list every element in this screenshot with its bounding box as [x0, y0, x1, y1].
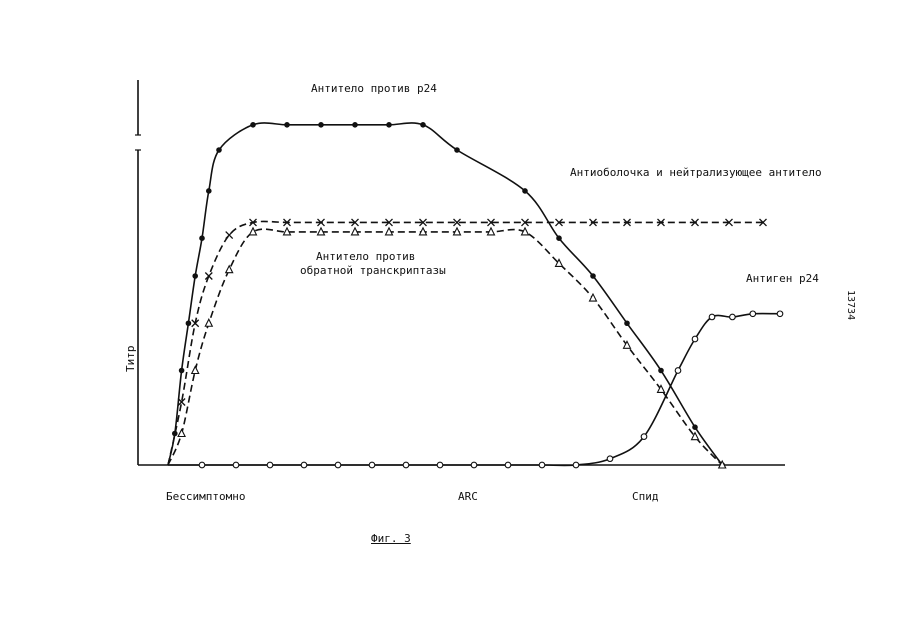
data-point-s3-19 [750, 311, 756, 317]
data-point-s0-12 [386, 122, 392, 128]
data-point-s3-5 [335, 462, 341, 468]
data-point-s3-13 [607, 456, 613, 462]
data-point-s2-5 [250, 228, 257, 235]
data-point-s0-9 [284, 122, 290, 128]
data-point-s3-8 [437, 462, 443, 468]
data-point-s0-14 [454, 147, 460, 153]
label-anti-p24: Антитело против р24 [311, 82, 437, 95]
y-axis-label: Титр [124, 346, 137, 373]
data-point-s0-8 [250, 122, 256, 128]
data-point-s3-18 [730, 314, 736, 320]
data-point-s3-11 [539, 462, 545, 468]
stage-label-aids: Спид [632, 490, 659, 503]
document-number: 13734 [845, 290, 856, 320]
data-point-s3-20 [777, 311, 783, 317]
data-point-s0-4 [192, 273, 198, 279]
data-point-s0-15 [522, 188, 528, 194]
series-line-3 [168, 314, 780, 466]
data-point-s2-15 [590, 294, 597, 301]
data-point-s3-9 [471, 462, 477, 468]
stage-label-asymptomatic: Бессимптомно [166, 490, 245, 503]
data-point-s0-13 [420, 122, 426, 128]
data-point-s0-17 [590, 273, 596, 279]
stage-label-arc: ARC [458, 490, 478, 503]
data-point-s0-6 [206, 188, 212, 194]
data-point-s3-6 [369, 462, 375, 468]
label-env-antibody: Антиоболочка и нейтрализующее антитело [570, 166, 822, 179]
data-point-s0-10 [318, 122, 324, 128]
data-point-s0-11 [352, 122, 358, 128]
data-point-s3-7 [403, 462, 409, 468]
figure-caption: Фиг. 3 [371, 532, 411, 545]
data-point-s0-20 [692, 424, 698, 430]
data-point-s0-7 [216, 147, 222, 153]
data-point-s3-15 [675, 368, 681, 374]
data-point-s3-1 [199, 462, 205, 468]
label-rt-line1: Антитело против [316, 250, 415, 263]
data-point-s3-12 [573, 462, 579, 468]
data-point-s2-1 [178, 430, 185, 437]
data-point-s2-3 [205, 319, 212, 326]
data-point-s0-1 [172, 431, 178, 437]
data-point-s3-4 [301, 462, 307, 468]
data-point-s0-5 [199, 235, 205, 241]
data-point-s0-2 [179, 368, 185, 374]
data-point-s3-10 [505, 462, 511, 468]
data-point-s1-4 [226, 232, 233, 239]
data-point-s2-4 [226, 266, 233, 273]
data-point-s3-16 [692, 336, 698, 342]
data-point-s0-16 [556, 235, 562, 241]
data-point-s3-2 [233, 462, 239, 468]
data-point-s0-18 [624, 320, 630, 326]
data-point-s2-2 [192, 367, 199, 374]
series-line-1 [168, 221, 763, 465]
data-point-s3-3 [267, 462, 273, 468]
data-point-s3-17 [709, 314, 715, 320]
data-point-s1-3 [205, 273, 212, 280]
label-antigen-p24: Антиген р24 [746, 272, 819, 285]
data-point-s0-3 [186, 320, 192, 326]
data-point-s3-14 [641, 434, 647, 440]
label-rt-line2: обратной транскриптазы [300, 264, 446, 277]
data-point-s0-19 [658, 368, 664, 374]
